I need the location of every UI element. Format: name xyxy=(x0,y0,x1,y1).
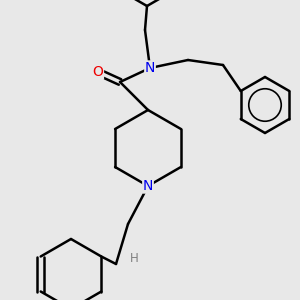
Text: H: H xyxy=(130,253,138,266)
Text: O: O xyxy=(93,65,104,79)
Text: N: N xyxy=(145,61,155,75)
Text: N: N xyxy=(143,179,153,193)
